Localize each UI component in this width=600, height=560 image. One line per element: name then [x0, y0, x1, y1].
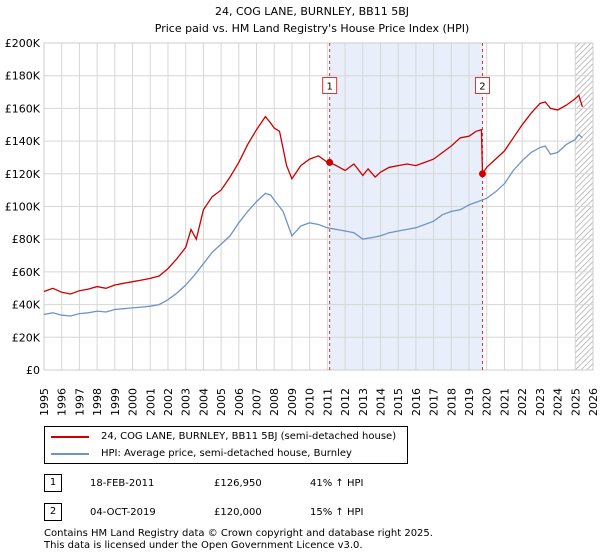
x-tick-label: 2019: [463, 388, 476, 416]
x-tick-label: 2022: [516, 388, 529, 416]
y-tick-label: £0: [26, 364, 40, 377]
x-tick-label: 2001: [144, 388, 157, 416]
y-tick-label: £40K: [12, 299, 41, 312]
y-tick-label: £20K: [12, 331, 41, 344]
y-tick-label: £80K: [12, 233, 41, 246]
y-tick-label: £100K: [5, 201, 41, 214]
sale-marker-label: 1: [326, 82, 332, 93]
legend-swatch-property: [51, 436, 89, 438]
y-tick-label: £160K: [5, 102, 41, 115]
x-tick-label: 2020: [481, 388, 494, 416]
sale-date: 18-FEB-2011: [90, 478, 155, 489]
sale-price: £120,000: [214, 507, 262, 518]
x-tick-label: 2002: [162, 388, 175, 416]
x-tick-label: 2025: [569, 388, 582, 416]
sale-price: £126,950: [214, 478, 262, 489]
x-tick-label: 2004: [197, 388, 210, 416]
plot-border: [43, 42, 594, 371]
x-tick-label: 2005: [215, 388, 228, 416]
hpi-line: [43, 133, 583, 317]
x-tick-label: 2011: [321, 388, 334, 416]
x-tick-label: 2017: [428, 388, 441, 416]
x-tick-label: 2016: [410, 388, 423, 416]
x-tick-label: 1998: [91, 388, 104, 416]
x-tick-label: 2018: [445, 388, 458, 416]
x-tick-label: 2024: [552, 388, 565, 416]
legend-label-hpi: HPI: Average price, semi-detached house,…: [101, 448, 352, 459]
legend: 24, COG LANE, BURNLEY, BB11 5BJ (semi-de…: [44, 426, 408, 464]
x-tick-label: 2000: [127, 388, 140, 416]
x-tick-label: 2007: [251, 388, 264, 416]
x-tick-label: 2026: [587, 388, 600, 416]
sale-number: 1: [44, 474, 62, 492]
sale-marker-label: 2: [479, 82, 485, 93]
sale-date: 04-OCT-2019: [90, 507, 156, 518]
legend-label-property: 24, COG LANE, BURNLEY, BB11 5BJ (semi-de…: [101, 431, 397, 442]
x-tick-label: 2013: [357, 388, 370, 416]
x-tick-label: 2015: [392, 388, 405, 416]
footer: Contains HM Land Registry data © Crown c…: [44, 528, 584, 552]
y-tick-label: £60K: [12, 266, 41, 279]
chart-subtitle: Price paid vs. HM Land Registry's House …: [155, 22, 470, 35]
x-tick-label: 2014: [374, 388, 387, 416]
sale-hpi-change: 41% ↑ HPI: [310, 478, 364, 489]
footer-copyright: Contains HM Land Registry data © Crown c…: [44, 528, 433, 539]
y-tick-label: £120K: [5, 168, 41, 181]
sale-hpi-change: 15% ↑ HPI: [310, 507, 364, 518]
x-tick-label: 1997: [73, 388, 86, 416]
x-tick-label: 1999: [109, 388, 122, 416]
sale-point: [478, 170, 486, 178]
x-tick-label: 2010: [304, 388, 317, 416]
sale-row-2: 2 04-OCT-2019 £120,000 15% ↑ HPI: [44, 503, 444, 521]
x-tick-label: 2009: [286, 388, 299, 416]
sale-number: 2: [44, 503, 62, 521]
chart-title: 24, COG LANE, BURNLEY, BB11 5BJ: [215, 5, 409, 18]
x-tick-label: 2023: [534, 388, 547, 416]
sale-row-1: 1 18-FEB-2011 £126,950 41% ↑ HPI: [44, 474, 444, 492]
sale-marker-box: [322, 77, 338, 95]
x-tick-label: 2008: [268, 388, 281, 416]
x-tick-label: 2012: [339, 388, 352, 416]
x-tick-label: 1995: [38, 388, 51, 416]
x-tick-label: 1996: [56, 388, 69, 416]
footer-licence: This data is licensed under the Open Gov…: [44, 540, 363, 551]
y-tick-label: £140K: [5, 135, 41, 148]
price-chart: 24, COG LANE, BURNLEY, BB11 5BJ Price pa…: [5, 5, 600, 416]
x-tick-label: 2003: [180, 388, 193, 416]
y-tick-label: £180K: [5, 70, 41, 83]
property-price-line: [43, 94, 584, 295]
x-tick-label: 2021: [498, 388, 511, 416]
legend-swatch-hpi: [51, 453, 89, 455]
y-tick-label: £200K: [5, 37, 41, 50]
x-tick-label: 2006: [233, 388, 246, 416]
sale-marker-box: [474, 77, 490, 95]
sale-point: [326, 158, 334, 166]
